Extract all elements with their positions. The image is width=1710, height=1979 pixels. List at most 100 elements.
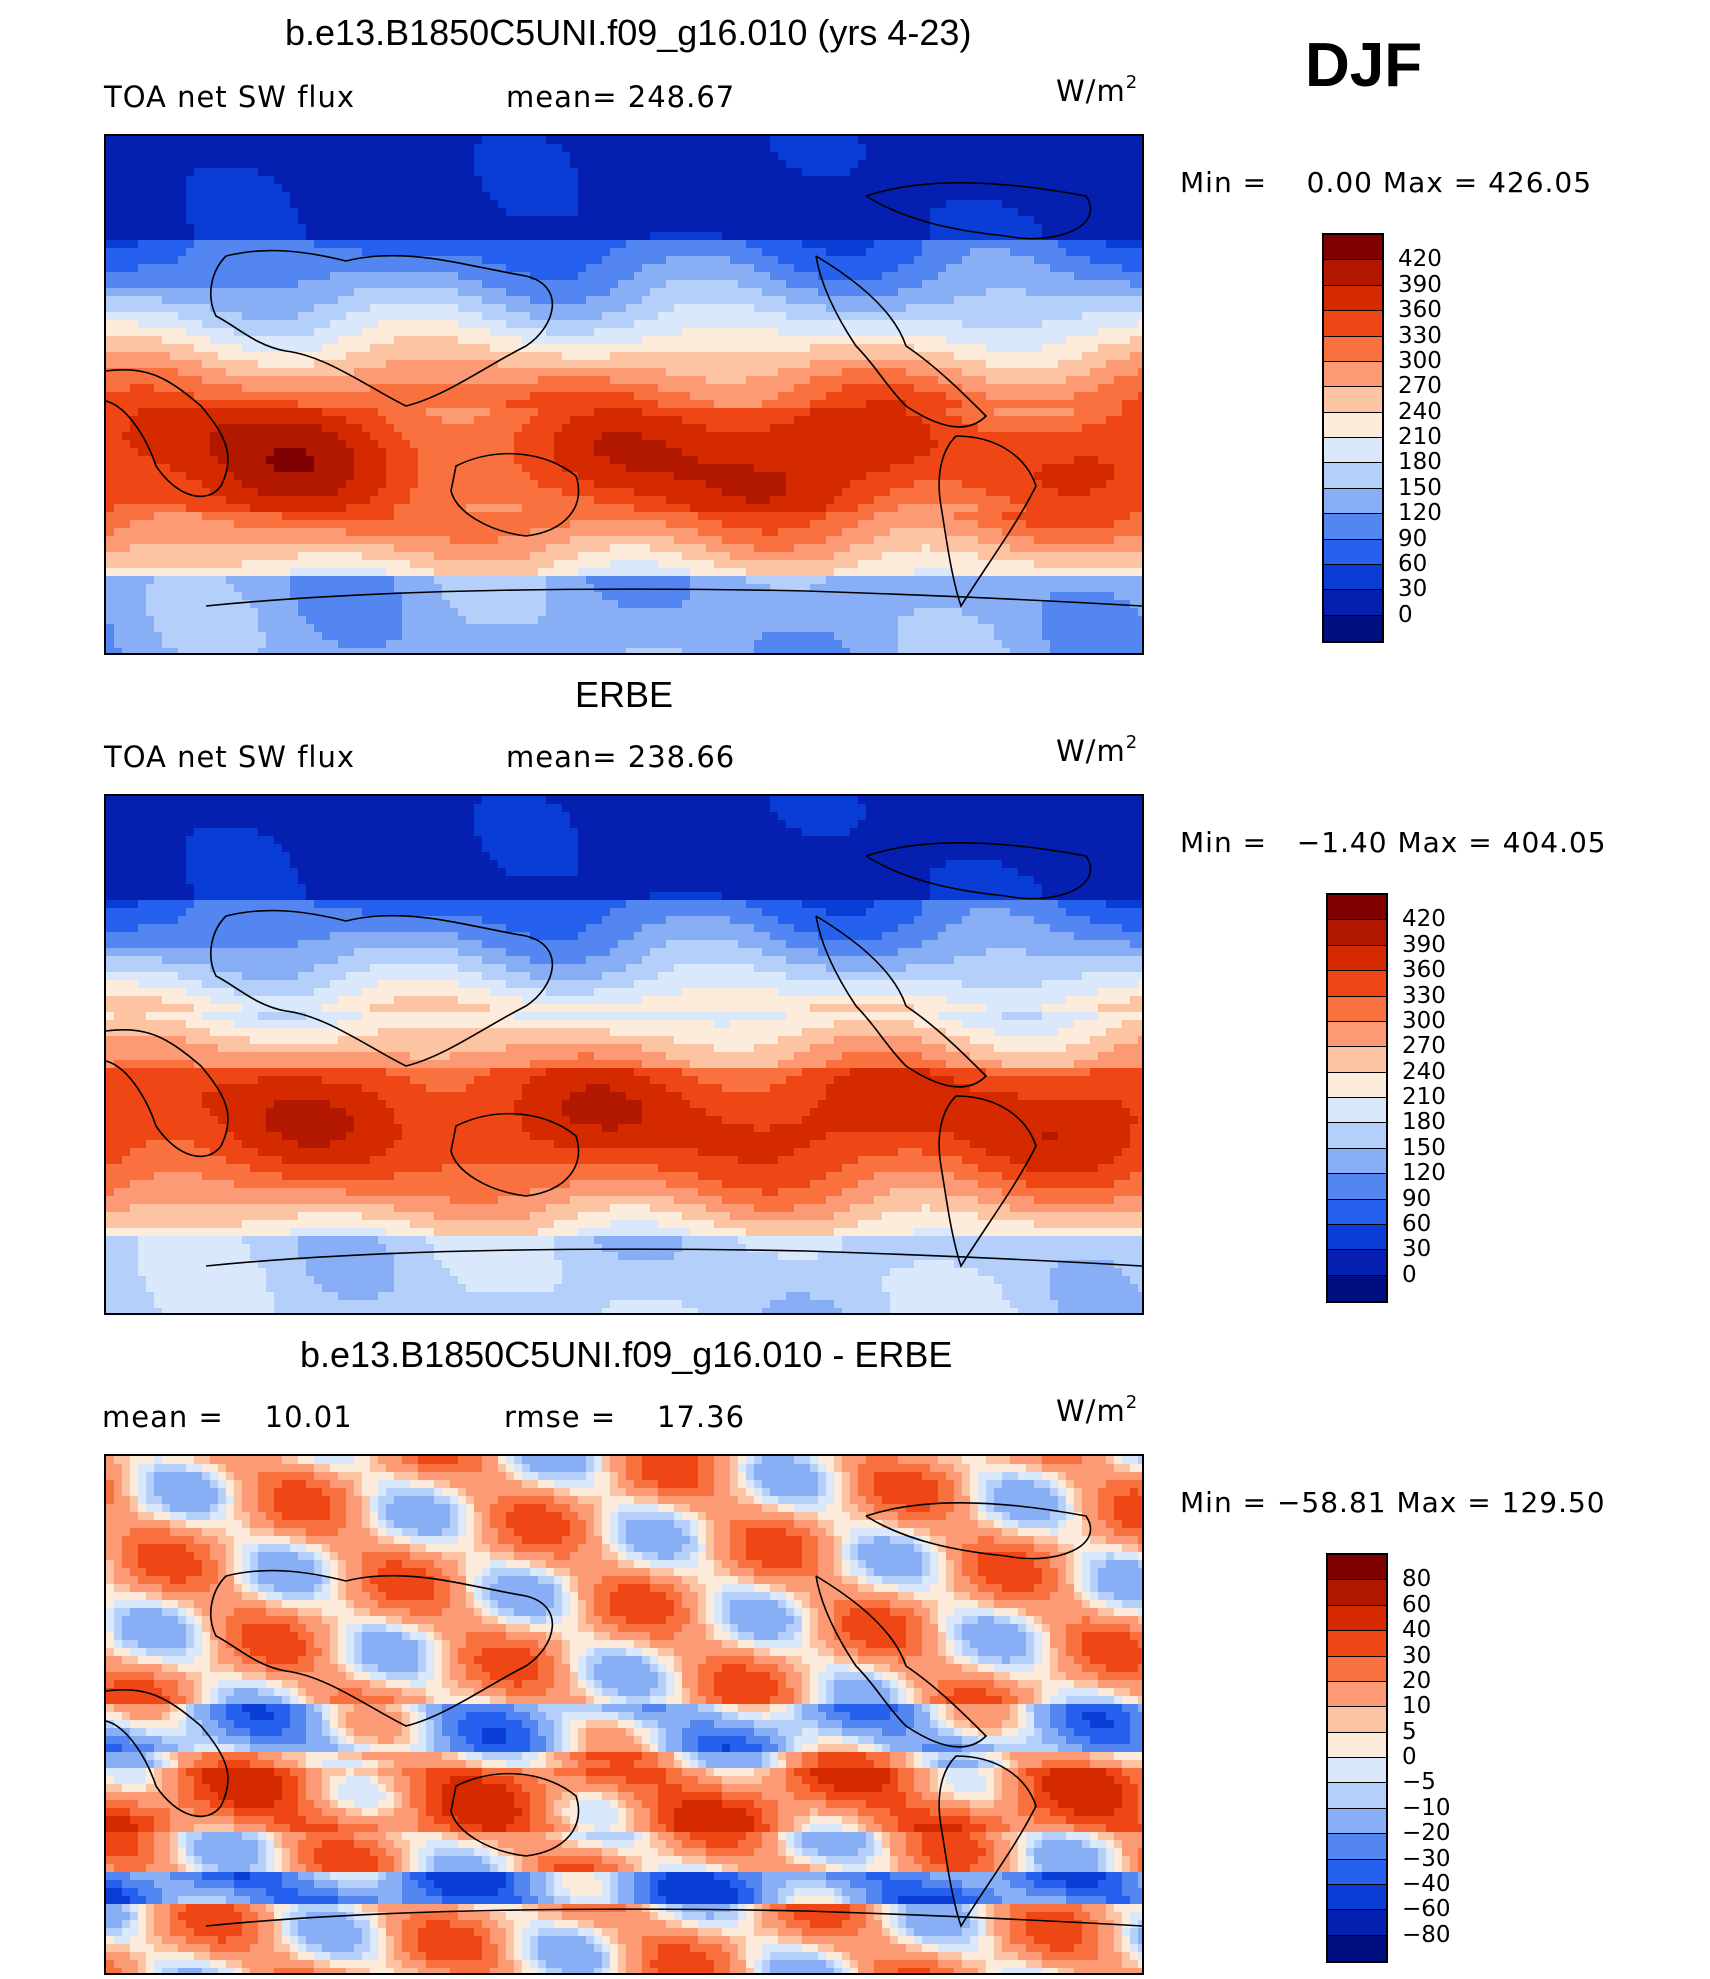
panel3-colorbar-label: 0 [1402,1744,1417,1770]
panel2-title: ERBE [575,674,673,716]
panel1-colorbar-label: 210 [1398,424,1442,450]
panel2-colorbar-swatch [1328,945,1386,972]
panel2-colorbar-swatch [1328,971,1386,997]
panel3-minmax: Min = −58.81 Max = 129.50 [1180,1486,1606,1519]
panel2-colorbar-swatch [1328,996,1386,1022]
panel1-colorbar-swatch [1324,361,1382,388]
panel1-colorbar-label: 360 [1398,297,1442,323]
panel2-minmax: Min = −1.40 Max = 404.05 [1180,826,1607,859]
panel2-colorbar-swatch [1328,1047,1386,1073]
panel2-colorbar [1326,893,1388,1303]
panel3-colorbar-swatch [1328,1681,1386,1708]
panel2-map-svg [106,796,1142,1313]
panel2-left-label: TOA net SW flux [104,740,355,774]
panel1-colorbar-swatch [1324,260,1382,286]
panel2-colorbar-label: 150 [1402,1135,1446,1161]
panel1-colorbar-label: 330 [1398,323,1442,349]
panel3-colorbar-label: 5 [1402,1719,1417,1745]
panel2-colorbar-swatch [1328,1174,1386,1200]
panel2-colorbar-label: 120 [1402,1160,1446,1186]
panel3-colorbar-label: 10 [1402,1693,1431,1719]
panel3-colorbar-swatch [1328,1707,1386,1733]
panel3-title: b.e13.B1850C5UNI.f09_g16.010 - ERBE [300,1334,952,1376]
panel3-colorbar-label: −60 [1402,1896,1451,1922]
panel3-colorbar-label: −80 [1402,1922,1451,1948]
panel2-colorbar-swatch [1328,1224,1386,1251]
panel3-colorbar-swatch [1328,1631,1386,1657]
panel2-units: W/m2 [1056,732,1138,768]
panel1-colorbar-swatch [1324,285,1382,312]
panel2-colorbar-label: 330 [1402,983,1446,1009]
panel1-colorbar-label: 270 [1398,373,1442,399]
panel3-map-svg [106,1456,1142,1973]
panel2-colorbar-label: 420 [1402,906,1446,932]
panel3-colorbar-swatch [1328,1834,1386,1860]
panel2-colorbar-label: 210 [1402,1084,1446,1110]
panel3-colorbar-label: 30 [1402,1643,1431,1669]
panel3-colorbar-label: −40 [1402,1871,1451,1897]
panel1-title: b.e13.B1850C5UNI.f09_g16.010 (yrs 4-23) [285,12,971,54]
panel1-colorbar-label: 0 [1398,602,1413,628]
panel3-colorbar-swatch [1328,1910,1386,1936]
panel1-map [104,134,1144,655]
panel2-colorbar-label: 390 [1402,932,1446,958]
panel2-colorbar-label: 360 [1402,957,1446,983]
panel1-colorbar-label: 150 [1398,475,1442,501]
season-label: DJF [1305,30,1422,101]
panel2-colorbar-label: 270 [1402,1033,1446,1059]
panel3-mean: mean = 10.01 [102,1400,353,1434]
panel3-units: W/m2 [1056,1392,1138,1428]
panel2-colorbar-swatch [1328,1275,1386,1301]
panel3-colorbar-label: −20 [1402,1820,1451,1846]
panel3-colorbar-label: 80 [1402,1566,1431,1592]
panel1-colorbar-label: 30 [1398,576,1427,602]
panel1-colorbar-swatch [1324,590,1382,616]
panel2-colorbar-swatch [1328,1021,1386,1048]
panel1-minmax: Min = 0.00 Max = 426.05 [1180,166,1592,199]
panel1-colorbar-label: 240 [1398,399,1442,425]
panel1-colorbar-swatch [1324,463,1382,489]
panel3-colorbar-label: −10 [1402,1795,1451,1821]
panel3-map [104,1454,1144,1975]
panel1-colorbar-label: 300 [1398,348,1442,374]
panel2-colorbar-swatch [1328,920,1386,946]
panel1-colorbar-swatch [1324,438,1382,464]
panel1-colorbar-swatch [1324,514,1382,540]
panel3-colorbar-label: −30 [1402,1846,1451,1872]
panel2-mean: mean= 238.66 [506,740,735,774]
panel1-colorbar-label: 390 [1398,272,1442,298]
panel1-colorbar-label: 60 [1398,551,1427,577]
panel3-colorbar-label: −5 [1402,1769,1436,1795]
panel2-colorbar-swatch [1328,1199,1386,1225]
panel2-colorbar-swatch [1328,1072,1386,1098]
panel3-colorbar-swatch [1328,1580,1386,1606]
panel2-colorbar-label: 300 [1402,1008,1446,1034]
panel1-colorbar-swatch [1324,564,1382,591]
panel3-colorbar-label: 20 [1402,1668,1431,1694]
panel1-colorbar-swatch [1324,615,1382,641]
panel3-rmse: rmse = 17.36 [504,1400,745,1434]
panel2-colorbar-label: 240 [1402,1059,1446,1085]
panel1-colorbar-swatch [1324,387,1382,413]
panel3-colorbar-swatch [1328,1656,1386,1682]
panel2-colorbar-swatch [1328,1250,1386,1276]
panel2-colorbar-swatch [1328,895,1386,921]
panel1-units: W/m2 [1056,72,1138,108]
panel1-colorbar-label: 420 [1398,246,1442,272]
panel1-colorbar-swatch [1324,235,1382,261]
panel1-colorbar-swatch [1324,539,1382,565]
panel3-colorbar [1326,1553,1388,1963]
panel3-colorbar-label: 60 [1402,1592,1431,1618]
panel1-colorbar-label: 120 [1398,500,1442,526]
panel3-colorbar-swatch [1328,1935,1386,1961]
panel1-colorbar-swatch [1324,336,1382,362]
panel2-map [104,794,1144,1315]
panel3-colorbar-label: 40 [1402,1617,1431,1643]
panel1-colorbar-swatch [1324,412,1382,438]
panel2-colorbar-swatch [1328,1098,1386,1124]
panel1-colorbar-swatch [1324,311,1382,337]
panel1-colorbar-label: 180 [1398,449,1442,475]
panel1-map-svg [106,136,1142,653]
panel3-colorbar-swatch [1328,1732,1386,1758]
panel3-colorbar-swatch [1328,1758,1386,1784]
